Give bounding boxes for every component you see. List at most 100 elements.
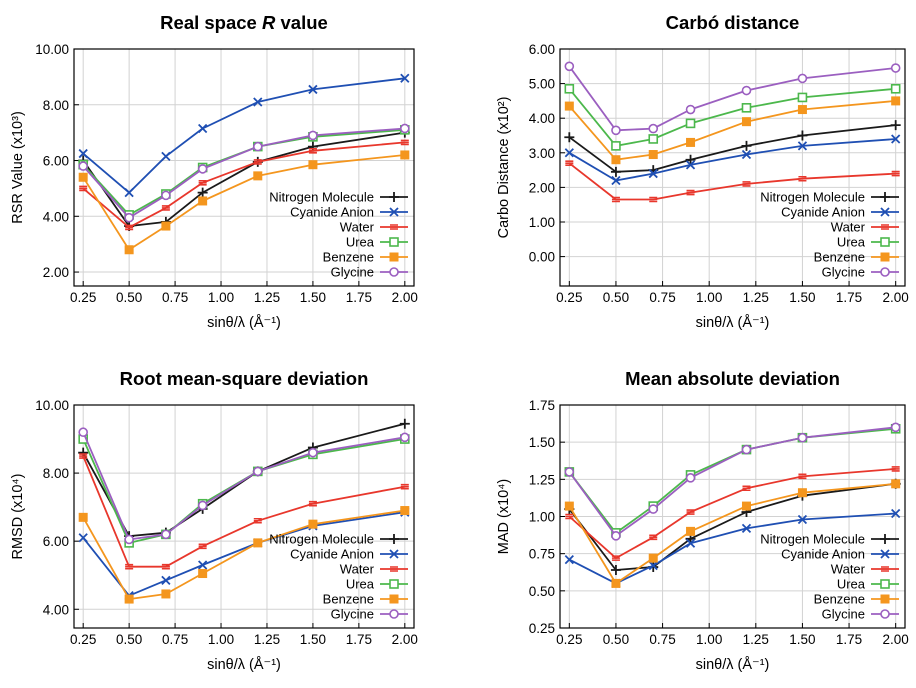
y-tick-label: 1.75 — [529, 398, 555, 413]
legend-label: Water — [831, 562, 866, 577]
legend-item-benzene: Benzene — [323, 592, 408, 607]
data-point — [741, 149, 752, 160]
legend-item-water: Water — [340, 562, 408, 577]
legend-item-nitrogen-molecule: Nitrogen Molecule — [269, 532, 408, 547]
chart-title-part: Mean absolute deviation — [625, 368, 840, 389]
legend-label: Water — [340, 562, 375, 577]
data-point — [649, 534, 658, 541]
x-tick-label: 0.25 — [556, 632, 582, 647]
x-tick-label: 1.25 — [743, 290, 769, 305]
data-point — [308, 84, 318, 95]
data-point — [308, 500, 317, 507]
data-point — [400, 150, 410, 160]
data-point — [564, 83, 575, 94]
legend-item-cyanide-anion: Cyanide Anion — [781, 547, 899, 562]
legend-marker — [389, 207, 399, 217]
data-point — [891, 466, 900, 472]
x-tick-label: 0.50 — [603, 290, 629, 305]
series-glycine — [564, 422, 901, 541]
y-tick-label: 1.00 — [529, 215, 555, 230]
data-point — [741, 103, 752, 113]
y-tick-label: 4.00 — [43, 602, 69, 617]
data-point — [161, 151, 171, 161]
data-point — [685, 118, 696, 129]
data-point — [124, 245, 134, 255]
data-point — [564, 61, 575, 72]
legend-marker — [880, 549, 890, 559]
legend-item-urea: Urea — [837, 235, 899, 250]
legend-label: Nitrogen Molecule — [760, 190, 865, 205]
legend-item-glycine: Glycine — [822, 607, 899, 622]
series-benzene — [78, 150, 410, 255]
chart-title: Carbó distance — [666, 12, 800, 33]
data-point — [124, 594, 134, 604]
data-point — [564, 467, 575, 477]
x-tick-label: 2.00 — [392, 632, 418, 647]
data-point — [78, 161, 88, 171]
data-point — [253, 97, 263, 107]
legend-marker — [880, 252, 890, 262]
legend-item-cyanide-anion: Cyanide Anion — [290, 547, 408, 562]
legend-label: Urea — [346, 577, 375, 592]
legend-label: Nitrogen Molecule — [269, 190, 374, 205]
chart-title: Mean absolute deviation — [625, 368, 840, 389]
data-point — [797, 73, 808, 84]
legend-marker — [389, 192, 399, 202]
x-tick-label: 1.00 — [208, 290, 234, 305]
plot-frame — [73, 48, 415, 287]
chart-title-part: value — [275, 12, 327, 33]
data-point — [741, 85, 752, 96]
data-point — [399, 418, 410, 429]
legend-marker — [390, 224, 398, 230]
series-glycine — [78, 123, 410, 223]
legend-marker — [881, 566, 889, 572]
y-tick-label: 4.00 — [43, 209, 69, 224]
data-point — [400, 73, 410, 83]
legend-marker — [389, 549, 399, 559]
data-point — [890, 63, 901, 73]
data-point — [686, 189, 695, 196]
legend-marker — [389, 594, 399, 604]
x-tick-label: 1.25 — [254, 632, 280, 647]
data-point — [891, 508, 901, 519]
y-tick-label: 5.00 — [529, 77, 555, 92]
data-point — [611, 531, 621, 541]
data-point — [798, 175, 807, 182]
plot-frame — [559, 48, 906, 287]
legend-label: Urea — [837, 235, 866, 250]
chart-title-part: Carbó distance — [666, 12, 800, 33]
chart-title: Root mean-square deviation — [120, 368, 369, 389]
legend-label: Cyanide Anion — [290, 547, 374, 562]
legend-marker — [880, 207, 890, 217]
x-tick-label: 1.00 — [696, 290, 722, 305]
chart-carbo: Carbó distance 0.25 0.50 0.75 1.00 1.25 1.50 1.… — [496, 12, 909, 331]
x-tick-label: 0.25 — [556, 290, 582, 305]
series-glycine — [78, 427, 410, 545]
data-point — [742, 181, 751, 187]
chart-panel-rmsd: Root mean-square deviation 0.25 0.50 0.75 1.… — [0, 344, 458, 688]
legend-label: Water — [340, 220, 375, 235]
data-point — [253, 159, 262, 165]
data-point — [741, 501, 751, 511]
data-point — [564, 501, 574, 511]
data-point — [564, 101, 574, 111]
data-point — [400, 139, 409, 146]
y-tick-label: 1.25 — [529, 472, 555, 487]
data-point — [253, 538, 263, 548]
legend-marker — [389, 534, 399, 544]
data-point — [308, 130, 318, 141]
data-point — [125, 224, 134, 231]
data-point — [78, 533, 88, 543]
data-point — [648, 168, 658, 179]
data-point — [124, 534, 134, 545]
data-point — [741, 444, 752, 455]
data-point — [611, 141, 621, 151]
legend-item-urea: Urea — [837, 577, 899, 592]
legend-label: Urea — [346, 235, 375, 250]
x-tick-label: 0.25 — [70, 290, 96, 305]
data-point — [797, 514, 808, 525]
y-tick-label: 10.00 — [35, 398, 69, 413]
